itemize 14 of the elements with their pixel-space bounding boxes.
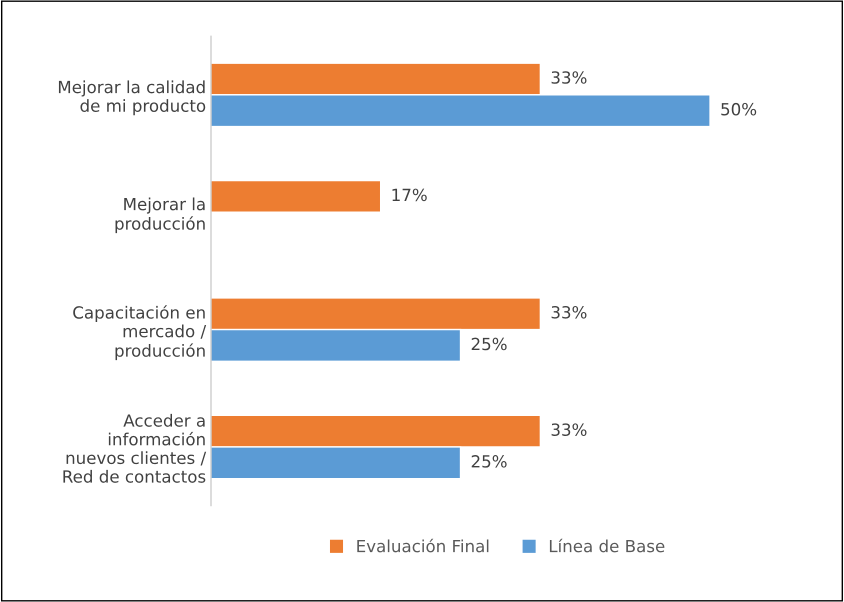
data-label: 25%	[472, 338, 507, 350]
data-label: 25%	[472, 455, 507, 468]
legend-label: Línea de Base	[550, 538, 664, 552]
data-label: 17%	[392, 188, 427, 202]
y-tick-label: Mejorar la calidad de mi producto	[58, 80, 206, 116]
legend-label: Evaluación Final	[357, 538, 488, 552]
bar	[211, 180, 382, 213]
data-label: 50%	[721, 102, 756, 116]
y-tick-label: Mejorar la producción	[116, 197, 205, 234]
y-tick-label: Capacitación en mercado / producción	[73, 305, 206, 360]
data-label: 33%	[552, 423, 586, 436]
y-tick-label: Acceder a información nuevos clientes / Red de contactos	[63, 414, 206, 483]
data-label: 33%	[552, 306, 586, 319]
data-label: 33%	[552, 71, 586, 84]
